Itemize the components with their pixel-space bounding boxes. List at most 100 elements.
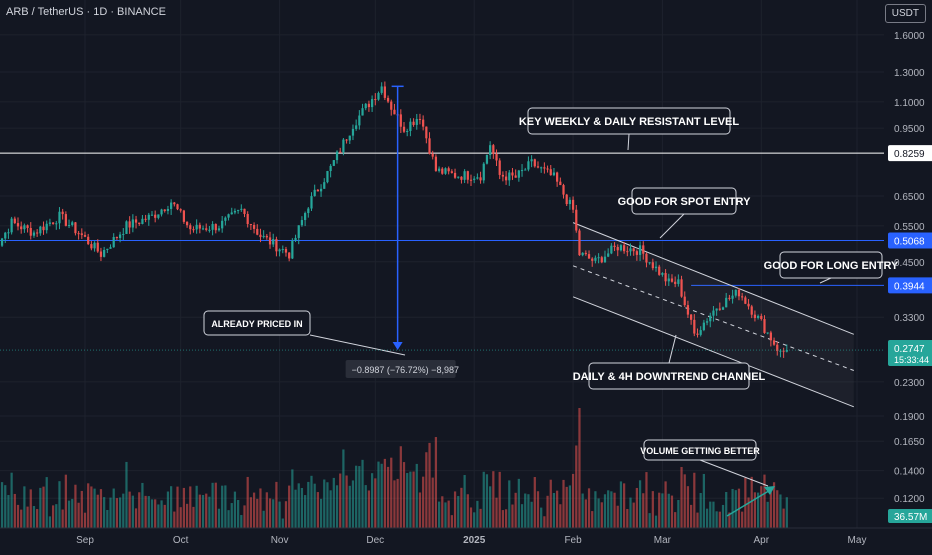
volume-bar: [64, 474, 67, 528]
candle-body: [36, 232, 39, 234]
measure-tool[interactable]: −0.8987 (−76.72%) −8,987: [345, 85, 459, 378]
channel-middle-line[interactable]: [572, 265, 854, 371]
candle-body: [769, 332, 772, 341]
price-tick-label: 0.3300: [894, 313, 925, 324]
volume-bar: [447, 500, 450, 528]
candle-body: [361, 108, 364, 116]
callout-text: KEY WEEKLY & DAILY RESISTANT LEVEL: [519, 116, 740, 128]
volume-bar: [575, 445, 578, 528]
candle-body: [64, 214, 67, 226]
candle-body: [303, 213, 307, 221]
price-tick-label: 0.9500: [894, 124, 925, 135]
callout-box[interactable]: [631, 187, 737, 215]
volume-bar: [112, 488, 115, 528]
candle-body: [185, 221, 189, 226]
callout-text: GOOD FOR LONG ENTRY: [764, 260, 899, 272]
candle-body: [128, 221, 131, 228]
currency-button[interactable]: USDT: [884, 4, 926, 23]
volume-bar: [45, 477, 48, 528]
candle-body: [517, 170, 520, 178]
callout-box[interactable]: [643, 439, 757, 461]
volume-bar: [150, 499, 154, 528]
candle-body: [575, 209, 578, 231]
candle-body: [42, 226, 45, 231]
candle-body: [406, 131, 409, 133]
candle-body: [240, 208, 243, 210]
candle-body: [144, 218, 147, 220]
time-tick-label: Sep: [76, 535, 94, 546]
volume-bar: [709, 501, 712, 528]
volume-bar: [626, 508, 629, 528]
volume-bar: [504, 509, 508, 528]
candle-body: [386, 97, 390, 102]
callout-box[interactable]: [588, 362, 750, 390]
volume-bar: [712, 501, 715, 528]
callout-box[interactable]: [779, 251, 883, 279]
candle-body: [734, 289, 737, 296]
volume-bar: [310, 475, 313, 528]
candle-body: [447, 168, 450, 172]
candle-body: [591, 258, 594, 261]
volume-bar: [412, 471, 415, 528]
candle-body: [259, 234, 262, 238]
candle-body: [268, 237, 272, 245]
channel-lower-line[interactable]: [572, 296, 854, 408]
volume-bar: [268, 498, 272, 528]
horizontal-levels[interactable]: 0.8259 0.5068 0.3944: [0, 145, 932, 294]
volume-bar: [77, 502, 80, 528]
price-tick-label: 0.4500: [894, 258, 925, 269]
time-tick-label: 2025: [463, 535, 486, 546]
candle-body: [495, 153, 498, 161]
volume-bar: [674, 512, 677, 528]
price-axis[interactable]: 1.6000 1.3000 1.1000 0.9500 0.6500 0.5500 0.45…: [0, 31, 932, 523]
symbol-title: ARB / TetherUS · 1D · BINANCE: [6, 6, 166, 18]
candle-body: [300, 220, 304, 226]
volume-bar: [527, 494, 530, 528]
candle-body: [725, 297, 728, 308]
volume-bar: [562, 479, 565, 528]
candle-body: [556, 172, 559, 182]
candle-body: [192, 229, 195, 231]
volume-bar: [453, 491, 457, 528]
volume-bar: [93, 488, 96, 528]
candle-body: [55, 223, 58, 225]
candle-body: [237, 209, 240, 211]
time-axis[interactable]: Sep Oct Nov Dec 2025 Feb Mar Apr May: [0, 527, 932, 546]
callout-box[interactable]: [527, 107, 731, 135]
candle-body: [319, 188, 323, 192]
volume-bar: [0, 482, 4, 528]
volume-bar: [189, 486, 192, 528]
volume-bar: [275, 481, 278, 528]
volume-bar: [67, 500, 71, 528]
volume-bar: [141, 482, 144, 528]
current-price-tag[interactable]: [888, 340, 932, 367]
candle-body: [227, 214, 230, 218]
volume-bar: [750, 476, 753, 528]
candle-body: [45, 223, 48, 231]
price-tick-label: 0.1900: [894, 412, 925, 423]
volume-bar: [763, 474, 766, 528]
channel-upper-line[interactable]: [572, 222, 854, 335]
volume-bar: [323, 479, 326, 528]
volume-bar: [725, 492, 728, 528]
candle-body: [520, 170, 524, 172]
candle-body: [332, 160, 335, 166]
candle-body: [377, 92, 380, 100]
price-tick-label: 0.5500: [894, 222, 925, 233]
candle-body: [131, 219, 134, 228]
volume-bar: [345, 475, 348, 528]
candle-body: [106, 248, 109, 250]
callout-pointer: [699, 459, 769, 487]
annotations[interactable]: KEY WEEKLY & DAILY RESISTANT LEVEL GOOD F…: [203, 107, 899, 517]
volume-bar: [138, 492, 141, 528]
volume-bar: [118, 497, 122, 528]
candle-body: [680, 279, 683, 297]
volume-bar: [721, 504, 725, 528]
callout-box[interactable]: [203, 310, 311, 336]
callout-text: ALREADY PRICED IN: [211, 319, 302, 329]
candle-body: [750, 306, 753, 315]
candle-body: [718, 308, 721, 310]
candle-body: [667, 278, 670, 282]
